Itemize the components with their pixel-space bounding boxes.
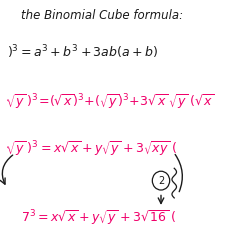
Text: 2: 2 — [158, 176, 164, 186]
Text: $\cdot\!\sqrt{y}\,)^3 = x\sqrt{x} + y\sqrt{y} + 3\sqrt{xy}\;($: $\cdot\!\sqrt{y}\,)^3 = x\sqrt{x} + y\sq… — [5, 140, 177, 159]
Text: the Binomial Cube formula:: the Binomial Cube formula: — [20, 9, 183, 22]
Text: $7^3 = x\sqrt{x} + y\sqrt{y} + 3\sqrt{16}\;($: $7^3 = x\sqrt{x} + y\sqrt{y} + 3\sqrt{16… — [20, 209, 176, 228]
Text: $)^3 = a^3 + b^3 + 3ab(a+b)$: $)^3 = a^3 + b^3 + 3ab(a+b)$ — [7, 44, 158, 61]
Text: $\cdot\!\sqrt{y}\,)^3\!=\!(\sqrt{x})^3\!+\!(\sqrt{y})^3\!+\!3\sqrt{x}\,\sqrt{y}\: $\cdot\!\sqrt{y}\,)^3\!=\!(\sqrt{x})^3\!… — [5, 93, 214, 112]
